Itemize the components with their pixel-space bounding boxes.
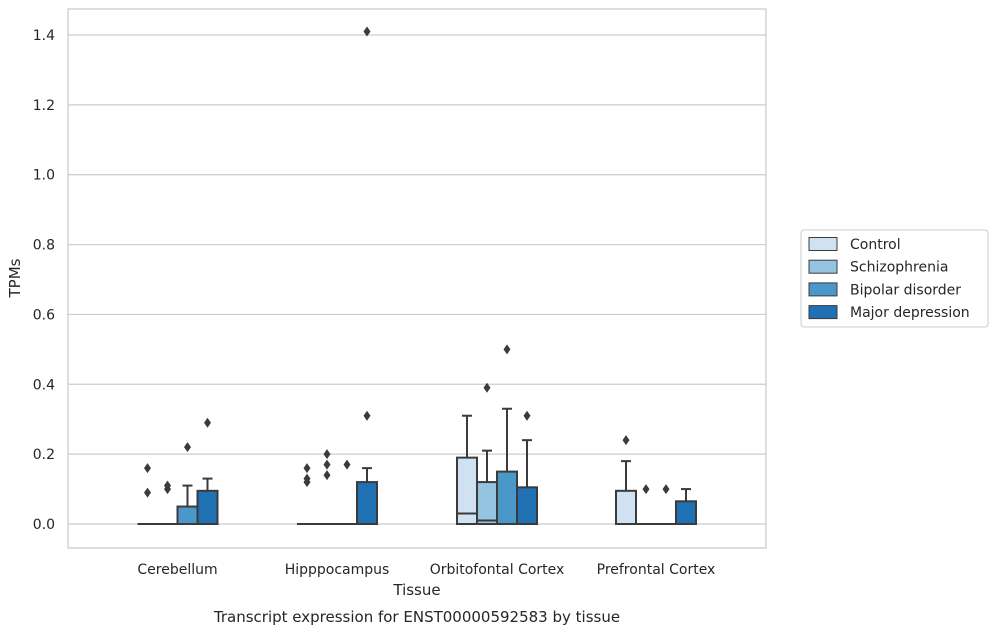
legend-swatch: [808, 282, 838, 297]
outlier-point: [144, 487, 151, 498]
outlier-point: [323, 449, 331, 460]
legend: Control Schizophrenia Bipolar disorder Majo…: [800, 229, 989, 328]
outlier-point: [184, 442, 191, 453]
box-bipolar-disorder: [656, 484, 676, 525]
box-major-depression: [675, 488, 697, 525]
box-schizophrenia: [157, 480, 178, 525]
legend-swatch: [808, 259, 838, 274]
x-axis-label: Tissue: [392, 581, 440, 599]
y-tick-label: 1.2: [33, 98, 55, 114]
box-body: [516, 486, 538, 526]
box-bipolar-disorder: [337, 459, 357, 525]
box-body: [675, 500, 697, 525]
legend-label: Major depression: [850, 305, 970, 321]
y-gridlines: [68, 34, 766, 525]
box-body: [196, 489, 219, 526]
box-body: [496, 470, 518, 526]
y-axis-ticks: 0.0 0.2 0.4 0.6 0.8 1.0 1.2 1.4: [33, 28, 55, 533]
x-axis-ticks: Cerebellum Hipppocampus Orbitofontal Corte…: [137, 562, 715, 578]
y-tick-label: 0.8: [33, 238, 55, 254]
outlier-point: [323, 459, 331, 470]
box-major-depression: [516, 410, 538, 526]
x-tick-label: Hipppocampus: [285, 562, 390, 578]
outlier-point: [523, 410, 531, 421]
legend-frame: [800, 229, 989, 328]
outlier-point: [204, 417, 211, 428]
y-axis-label: TPMs: [6, 258, 24, 298]
box-body: [476, 481, 498, 526]
outlier-point: [343, 459, 351, 470]
outlier-point: [323, 470, 331, 481]
chart-caption: Transcript expression for ENST0000059258…: [213, 608, 620, 626]
box-schizophrenia: [636, 484, 656, 525]
legend-label: Control: [850, 237, 901, 253]
outlier-point: [483, 382, 491, 393]
box-major-depression: [356, 26, 378, 526]
outlier-point: [662, 484, 670, 495]
outlier-point: [642, 484, 650, 495]
y-tick-label: 0.6: [33, 307, 55, 323]
box-bipolar-disorder: [496, 344, 518, 526]
box-body: [176, 505, 199, 525]
outlier-point: [503, 344, 511, 355]
legend-swatch: [808, 237, 838, 251]
box-body: [356, 481, 378, 526]
x-tick-label: Orbitofontal Cortex: [430, 562, 565, 578]
outlier-point: [164, 484, 171, 495]
legend-label: Schizophrenia: [850, 260, 948, 276]
y-tick-label: 1.0: [33, 168, 55, 184]
plot-area: [67, 8, 767, 549]
y-tick-label: 0.4: [33, 377, 55, 393]
outlier-point: [144, 463, 151, 474]
y-tick-label: 0.2: [33, 447, 55, 463]
outlier-point: [363, 410, 371, 421]
box-control: [137, 463, 158, 525]
outlier-point: [303, 463, 311, 474]
box-schizophrenia: [317, 449, 337, 525]
x-tick-label: Cerebellum: [137, 562, 217, 578]
box-body: [615, 489, 637, 526]
y-tick-label: 0.0: [33, 517, 55, 533]
box-control: [456, 414, 478, 525]
y-tick-label: 1.4: [33, 28, 55, 44]
outlier-point: [303, 477, 311, 488]
box-control: [297, 463, 317, 525]
legend-label: Bipolar disorder: [850, 282, 961, 298]
box-major-depression: [196, 417, 219, 526]
outlier-point: [622, 435, 630, 446]
boxes: [137, 26, 697, 526]
x-tick-label: Prefrontal Cortex: [597, 562, 716, 578]
outlier-point: [363, 26, 371, 37]
legend-swatch: [808, 305, 838, 320]
box-control: [615, 435, 637, 526]
